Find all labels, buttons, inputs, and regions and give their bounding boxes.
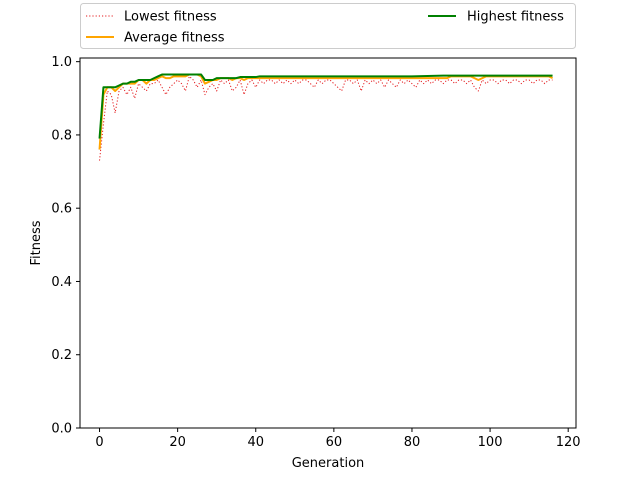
series-line-0 [99,75,553,161]
y-tick-label: 0.4 [51,275,72,290]
y-axis-label: Fitness [29,220,44,265]
x-tick-label: 60 [326,435,343,450]
y-tick-label: 1.0 [51,55,72,70]
legend-label-2: Highest fitness [467,10,564,25]
x-axis-label: Generation [292,456,365,471]
legend-label-1: Average fitness [124,31,225,46]
series-line-2 [98,73,553,139]
y-axis-ticks: 0.0 0.2 0.4 0.6 0.8 1.0 [51,55,80,437]
y-tick-label: 0.0 [51,422,72,437]
y-tick-label: 0.6 [51,202,72,217]
x-tick-label: 120 [556,435,581,450]
y-tick-label: 0.2 [51,348,72,363]
x-tick-label: 20 [169,435,186,450]
plot-frame [79,57,577,429]
x-tick-label: 100 [478,435,503,450]
legend-label-0: Lowest fitness [124,10,217,25]
legend-box [80,3,576,49]
x-axis-ticks: 0 20 40 60 80 100 120 [95,428,581,450]
y-tick-label: 0.8 [51,128,72,143]
x-tick-label: 0 [95,435,103,450]
series-line-1 [98,73,553,150]
series-layer [98,73,553,161]
x-tick-label: 40 [247,435,264,450]
legend: Lowest fitness Average fitness Highest fit… [80,3,576,49]
x-tick-label: 80 [404,435,421,450]
